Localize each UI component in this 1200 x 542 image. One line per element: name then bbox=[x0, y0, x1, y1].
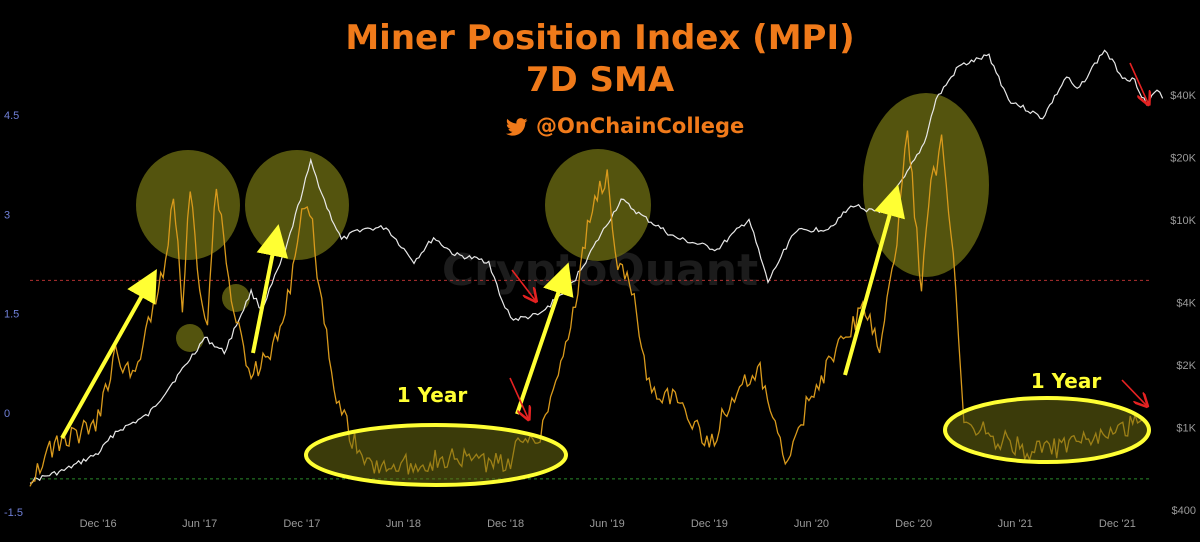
mpi-series-line bbox=[29, 130, 1143, 487]
right-tick-label: $400 bbox=[1172, 505, 1196, 517]
one-year-label-left: 1 Year bbox=[397, 383, 468, 407]
right-tick-label: $2K bbox=[1176, 360, 1196, 372]
x-tick-label: Jun '21 bbox=[998, 518, 1033, 530]
highlight-circle bbox=[136, 150, 240, 260]
right-tick-label: $1K bbox=[1176, 422, 1196, 434]
red-pointer-arrow bbox=[509, 377, 528, 418]
x-tick-label: Dec '17 bbox=[283, 518, 320, 530]
right-tick-label: $20K bbox=[1170, 152, 1196, 164]
highlight-circle bbox=[863, 93, 989, 277]
left-tick-label: 4.5 bbox=[4, 110, 19, 122]
left-tick-label: 0 bbox=[4, 408, 10, 420]
right-tick-label: $10K bbox=[1170, 215, 1196, 227]
trend-arrow bbox=[251, 224, 289, 354]
x-tick-label: Jun '17 bbox=[182, 518, 217, 530]
chart-subtitle: 7D SMA bbox=[525, 60, 675, 100]
x-tick-label: Dec '18 bbox=[487, 518, 524, 530]
highlight-circle bbox=[222, 284, 250, 312]
trend-arrow bbox=[60, 269, 157, 439]
highlight-circle bbox=[176, 324, 204, 352]
x-tick-label: Dec '21 bbox=[1099, 518, 1136, 530]
one-year-ellipse-left bbox=[304, 423, 568, 487]
one-year-label-right: 1 Year bbox=[1031, 369, 1102, 393]
x-tick-label: Jun '19 bbox=[590, 518, 625, 530]
red-pointer-arrow bbox=[1121, 379, 1146, 405]
twitter-handle: @OnChainCollege bbox=[536, 114, 745, 138]
red-pointer-arrow bbox=[511, 269, 535, 300]
red-pointer-arrow bbox=[1129, 62, 1148, 103]
highlight-circle bbox=[545, 149, 651, 261]
right-tick-label: $40K bbox=[1170, 90, 1196, 102]
x-tick-label: Dec '16 bbox=[80, 518, 117, 530]
x-tick-label: Dec '20 bbox=[895, 518, 932, 530]
one-year-ellipse-right bbox=[943, 396, 1151, 464]
x-tick-label: Jun '18 bbox=[386, 518, 421, 530]
attribution: @OnChainCollege bbox=[505, 112, 745, 140]
x-tick-label: Jun '20 bbox=[794, 518, 829, 530]
trend-arrow bbox=[843, 184, 905, 376]
left-tick-label: -1.5 bbox=[4, 507, 23, 519]
chart-title: Miner Position Index (MPI) bbox=[345, 18, 855, 58]
left-tick-label: 3 bbox=[4, 209, 10, 221]
right-tick-label: $4K bbox=[1176, 298, 1196, 310]
price-series-line bbox=[29, 49, 1164, 484]
twitter-bird-icon bbox=[505, 117, 528, 136]
left-tick-label: 1.5 bbox=[4, 309, 19, 321]
x-tick-label: Dec '19 bbox=[691, 518, 728, 530]
trend-arrow bbox=[515, 262, 574, 415]
